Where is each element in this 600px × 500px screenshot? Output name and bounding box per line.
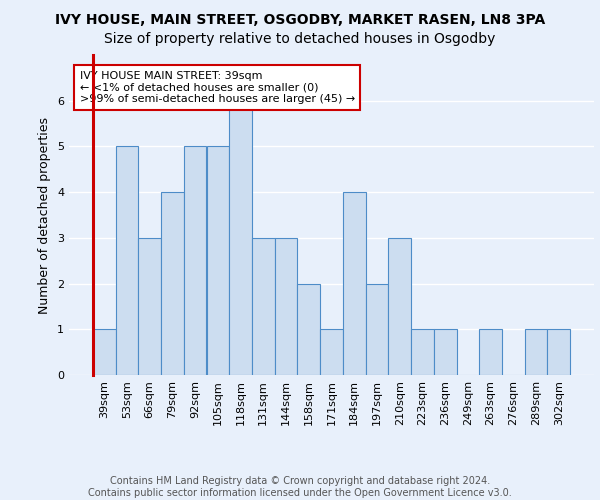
Bar <box>365 284 388 375</box>
Bar <box>184 146 206 375</box>
Bar <box>524 330 547 375</box>
Bar <box>93 330 116 375</box>
Bar <box>343 192 365 375</box>
Text: IVY HOUSE MAIN STREET: 39sqm
← <1% of detached houses are smaller (0)
>99% of se: IVY HOUSE MAIN STREET: 39sqm ← <1% of de… <box>79 71 355 104</box>
Bar <box>252 238 275 375</box>
Bar <box>206 146 229 375</box>
Bar <box>388 238 411 375</box>
Text: Size of property relative to detached houses in Osgodby: Size of property relative to detached ho… <box>104 32 496 46</box>
Bar <box>547 330 570 375</box>
Bar <box>320 330 343 375</box>
Bar <box>411 330 434 375</box>
Bar <box>298 284 320 375</box>
Bar <box>479 330 502 375</box>
Text: IVY HOUSE, MAIN STREET, OSGODBY, MARKET RASEN, LN8 3PA: IVY HOUSE, MAIN STREET, OSGODBY, MARKET … <box>55 12 545 26</box>
Bar <box>139 238 161 375</box>
Text: Contains HM Land Registry data © Crown copyright and database right 2024.
Contai: Contains HM Land Registry data © Crown c… <box>88 476 512 498</box>
Bar <box>116 146 139 375</box>
Y-axis label: Number of detached properties: Number of detached properties <box>38 116 52 314</box>
Bar <box>434 330 457 375</box>
Bar <box>275 238 298 375</box>
Bar <box>229 100 252 375</box>
Bar <box>161 192 184 375</box>
